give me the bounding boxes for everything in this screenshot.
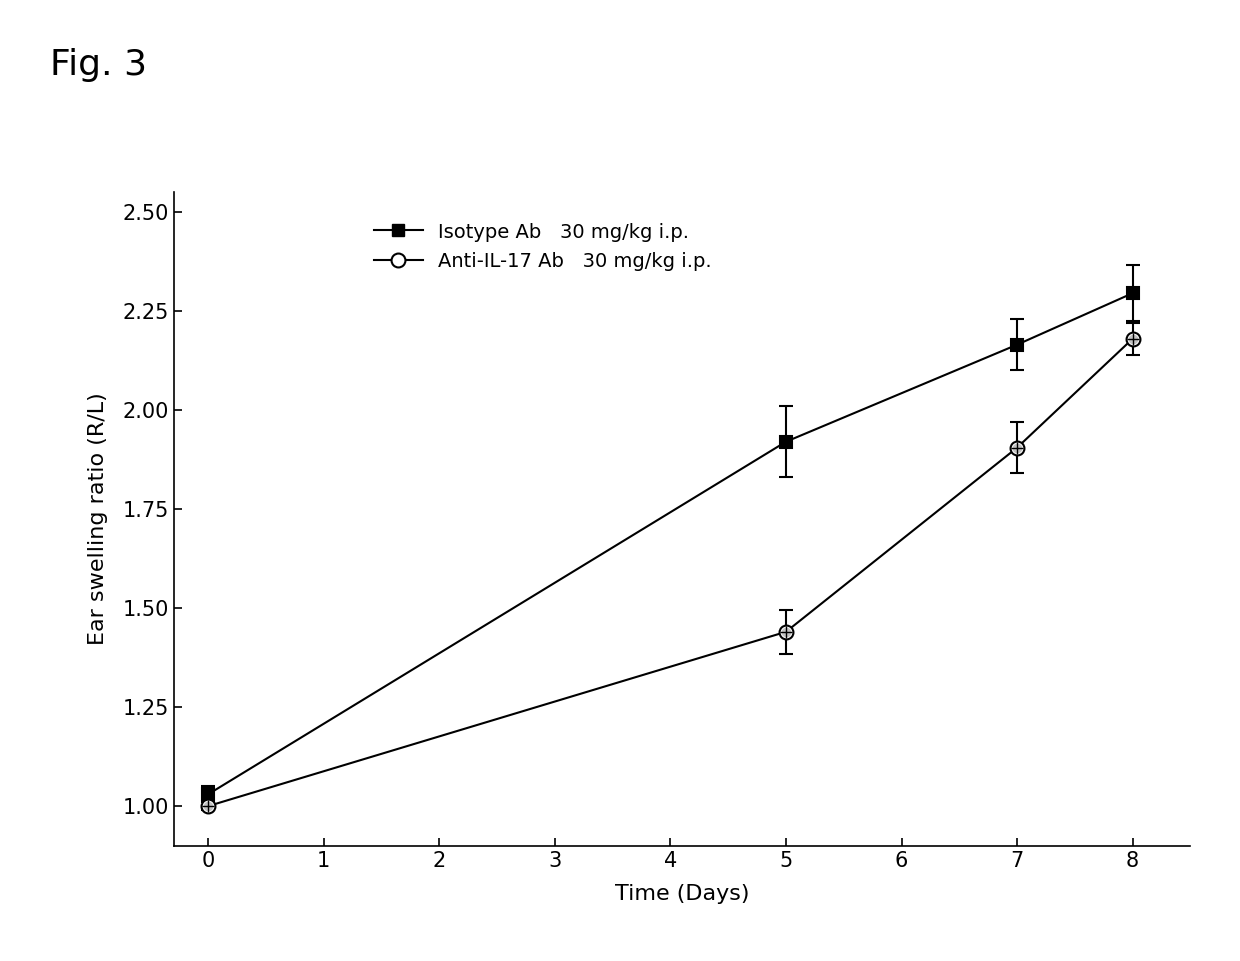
Y-axis label: Ear swelling ratio (R/L): Ear swelling ratio (R/L) <box>88 392 108 646</box>
X-axis label: Time (Days): Time (Days) <box>615 884 749 904</box>
Text: Fig. 3: Fig. 3 <box>50 48 146 82</box>
Legend: Isotype Ab   30 mg/kg i.p., Anti-IL-17 Ab   30 mg/kg i.p.: Isotype Ab 30 mg/kg i.p., Anti-IL-17 Ab … <box>366 215 719 279</box>
